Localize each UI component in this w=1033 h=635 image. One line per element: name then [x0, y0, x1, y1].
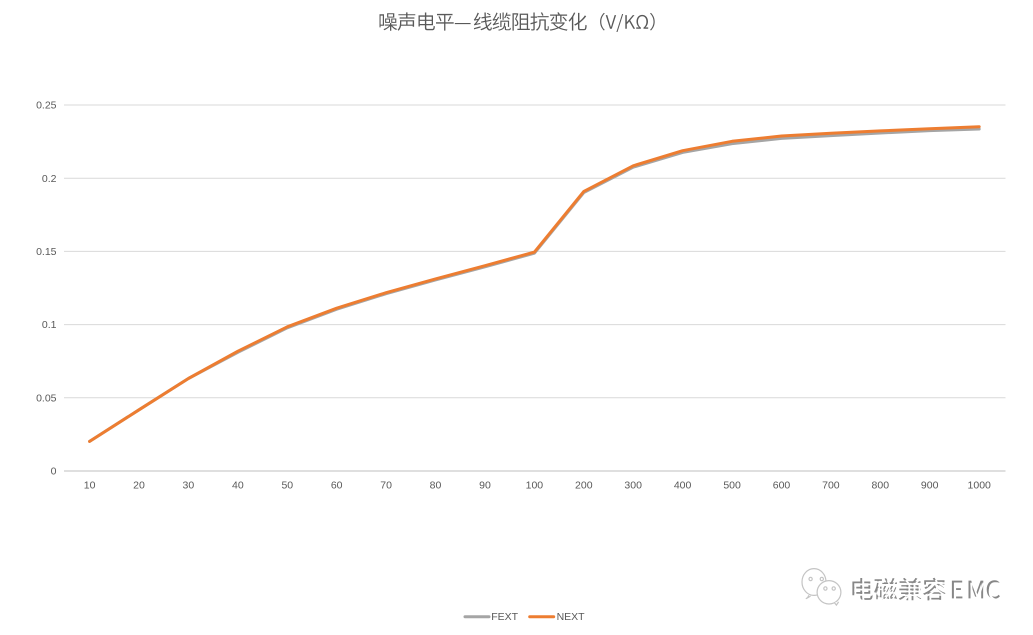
svg-text:0.05: 0.05 — [36, 392, 57, 404]
svg-text:0.1: 0.1 — [42, 319, 57, 331]
svg-text:900: 900 — [921, 480, 939, 492]
svg-text:0.2: 0.2 — [42, 173, 57, 185]
svg-text:0: 0 — [51, 466, 57, 478]
svg-text:700: 700 — [822, 480, 840, 492]
svg-text:20: 20 — [133, 480, 145, 492]
svg-text:80: 80 — [430, 480, 442, 492]
svg-text:200: 200 — [575, 480, 593, 492]
svg-text:0.25: 0.25 — [36, 100, 57, 112]
svg-text:300: 300 — [624, 480, 642, 492]
svg-text:0.15: 0.15 — [36, 246, 57, 258]
svg-text:60: 60 — [331, 480, 343, 492]
svg-text:NEXT: NEXT — [557, 611, 586, 623]
svg-text:400: 400 — [674, 480, 692, 492]
svg-text:600: 600 — [773, 480, 791, 492]
svg-text:30: 30 — [183, 480, 195, 492]
svg-text:10: 10 — [84, 480, 96, 492]
svg-text:40: 40 — [232, 480, 244, 492]
svg-text:90: 90 — [479, 480, 491, 492]
svg-text:FEXT: FEXT — [491, 611, 518, 623]
svg-text:50: 50 — [281, 480, 293, 492]
svg-text:1000: 1000 — [968, 480, 992, 492]
svg-text:100: 100 — [526, 480, 544, 492]
svg-text:800: 800 — [872, 480, 890, 492]
svg-text:500: 500 — [723, 480, 741, 492]
svg-text:70: 70 — [380, 480, 392, 492]
